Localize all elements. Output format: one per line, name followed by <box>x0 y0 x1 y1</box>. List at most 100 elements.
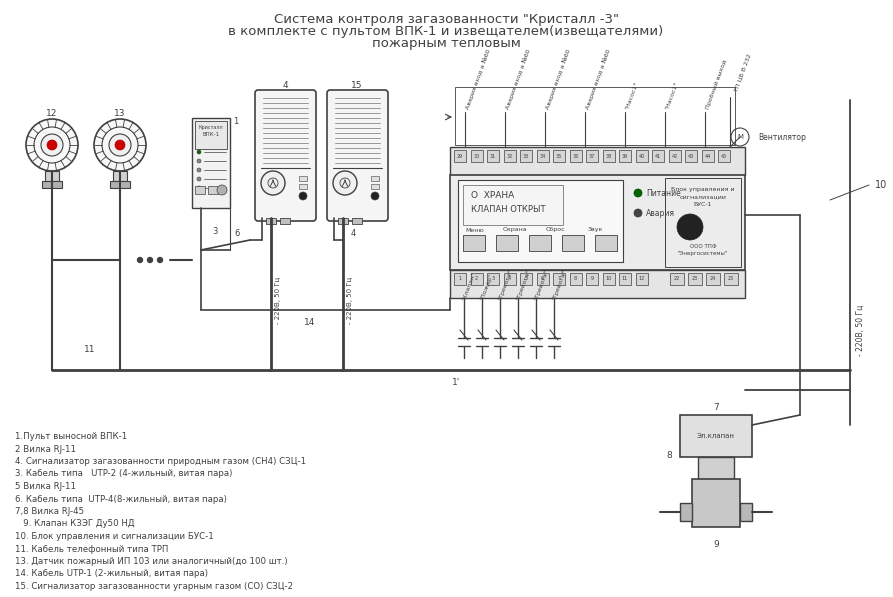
Text: 38: 38 <box>605 153 612 158</box>
Bar <box>42 181 62 188</box>
Text: Эл.клапан: Эл.клапан <box>697 433 735 439</box>
Circle shape <box>147 257 153 263</box>
Bar <box>698 457 734 479</box>
Text: 11: 11 <box>84 346 96 355</box>
Circle shape <box>94 119 146 171</box>
Text: 15. Сигнализатор загазованности угарным газом (СО) СЗЦ-2: 15. Сигнализатор загазованности угарным … <box>15 582 293 591</box>
Bar <box>454 273 466 285</box>
Bar <box>718 150 730 162</box>
Text: 12: 12 <box>638 276 645 282</box>
Bar <box>603 273 614 285</box>
Text: ООО ТПФ: ООО ТПФ <box>689 245 716 250</box>
Text: 9. Клапан КЗЭГ Ду50 НД: 9. Клапан КЗЭГ Ду50 НД <box>15 519 135 528</box>
Bar <box>113 171 127 181</box>
Text: 6: 6 <box>541 276 544 282</box>
Bar <box>636 273 647 285</box>
Bar <box>740 503 752 521</box>
Bar <box>371 176 379 181</box>
Text: - 220В, 50 Гц: - 220В, 50 Гц <box>275 276 281 324</box>
Text: пожарным тепловым: пожарным тепловым <box>371 37 521 50</box>
Text: 4: 4 <box>508 276 511 282</box>
Text: БУС-1: БУС-1 <box>694 202 713 207</box>
Text: - 220В, 50 Гц: - 220В, 50 Гц <box>856 304 865 356</box>
Text: 35: 35 <box>555 153 562 158</box>
Bar <box>665 178 741 267</box>
Text: Сброс: Сброс <box>546 227 564 232</box>
Text: 6: 6 <box>234 229 239 238</box>
Bar <box>471 273 482 285</box>
Text: "Насос1": "Насос1" <box>625 81 639 110</box>
Circle shape <box>197 168 201 172</box>
Text: Вентилятор: Вентилятор <box>758 133 805 141</box>
Bar <box>652 150 664 162</box>
Text: 1.Пульт выносной ВПК-1: 1.Пульт выносной ВПК-1 <box>15 432 127 441</box>
Circle shape <box>109 134 131 156</box>
Circle shape <box>217 185 227 195</box>
Text: 8: 8 <box>574 276 577 282</box>
Bar <box>192 118 230 208</box>
Text: 12: 12 <box>46 109 58 118</box>
Text: Меню: Меню <box>465 227 484 232</box>
Text: Пробный выход: Пробный выход <box>705 59 728 110</box>
Text: "Энергосистемы": "Энергосистемы" <box>678 251 728 257</box>
Text: - 220В, 50 Гц: - 220В, 50 Гц <box>347 276 353 324</box>
Text: "Насос1": "Насос1" <box>665 81 680 110</box>
Bar <box>458 180 623 262</box>
Text: 5: 5 <box>524 276 528 282</box>
Bar <box>724 273 738 285</box>
Text: Авария вход а №60: Авария вход а №60 <box>585 48 612 110</box>
Text: 32: 32 <box>506 153 513 158</box>
Bar <box>450 270 745 298</box>
Bar <box>595 235 617 251</box>
Circle shape <box>41 134 63 156</box>
Bar <box>529 235 551 251</box>
Bar <box>636 150 647 162</box>
Text: 25: 25 <box>728 276 734 282</box>
Text: Авария вход а №60: Авария вход а №60 <box>505 48 532 110</box>
FancyBboxPatch shape <box>327 90 388 221</box>
Bar <box>504 150 515 162</box>
Bar <box>455 87 735 145</box>
Bar <box>553 150 565 162</box>
Text: 43: 43 <box>688 153 694 158</box>
Text: 10: 10 <box>605 276 612 282</box>
Text: КЛАПАН ОТКРЫТ: КЛАПАН ОТКРЫТ <box>471 205 546 214</box>
Text: 14: 14 <box>305 318 316 327</box>
Bar <box>496 235 518 251</box>
Circle shape <box>197 150 201 154</box>
Text: 9: 9 <box>714 540 719 549</box>
Bar <box>586 273 598 285</box>
Bar <box>299 184 307 189</box>
Bar <box>619 273 631 285</box>
Bar <box>570 150 581 162</box>
Circle shape <box>634 189 642 197</box>
Bar <box>195 186 205 194</box>
Bar <box>702 150 714 162</box>
Text: 33: 33 <box>523 153 530 158</box>
Text: Система контроля загазованности "Кристалл -3": Система контроля загазованности "Кристал… <box>273 13 619 26</box>
Bar <box>537 273 548 285</box>
Bar <box>195 121 227 149</box>
Bar <box>487 273 499 285</box>
Text: 39: 39 <box>622 153 628 158</box>
Circle shape <box>26 119 78 171</box>
Text: 4: 4 <box>282 82 288 91</box>
Bar <box>688 273 702 285</box>
Bar <box>371 184 379 189</box>
Bar <box>450 175 745 270</box>
Bar <box>520 273 532 285</box>
Bar <box>706 273 720 285</box>
Text: 3: 3 <box>213 227 218 236</box>
Text: 7: 7 <box>557 276 561 282</box>
Circle shape <box>47 140 57 150</box>
Bar <box>692 479 740 527</box>
Bar <box>504 273 515 285</box>
Text: M: M <box>737 134 743 140</box>
Bar <box>586 150 598 162</box>
Text: 8: 8 <box>666 451 672 460</box>
Text: 42: 42 <box>672 153 678 158</box>
Text: "Пожар": "Пожар" <box>480 273 495 301</box>
Bar <box>669 150 680 162</box>
Bar <box>463 235 485 251</box>
Bar <box>299 176 307 181</box>
